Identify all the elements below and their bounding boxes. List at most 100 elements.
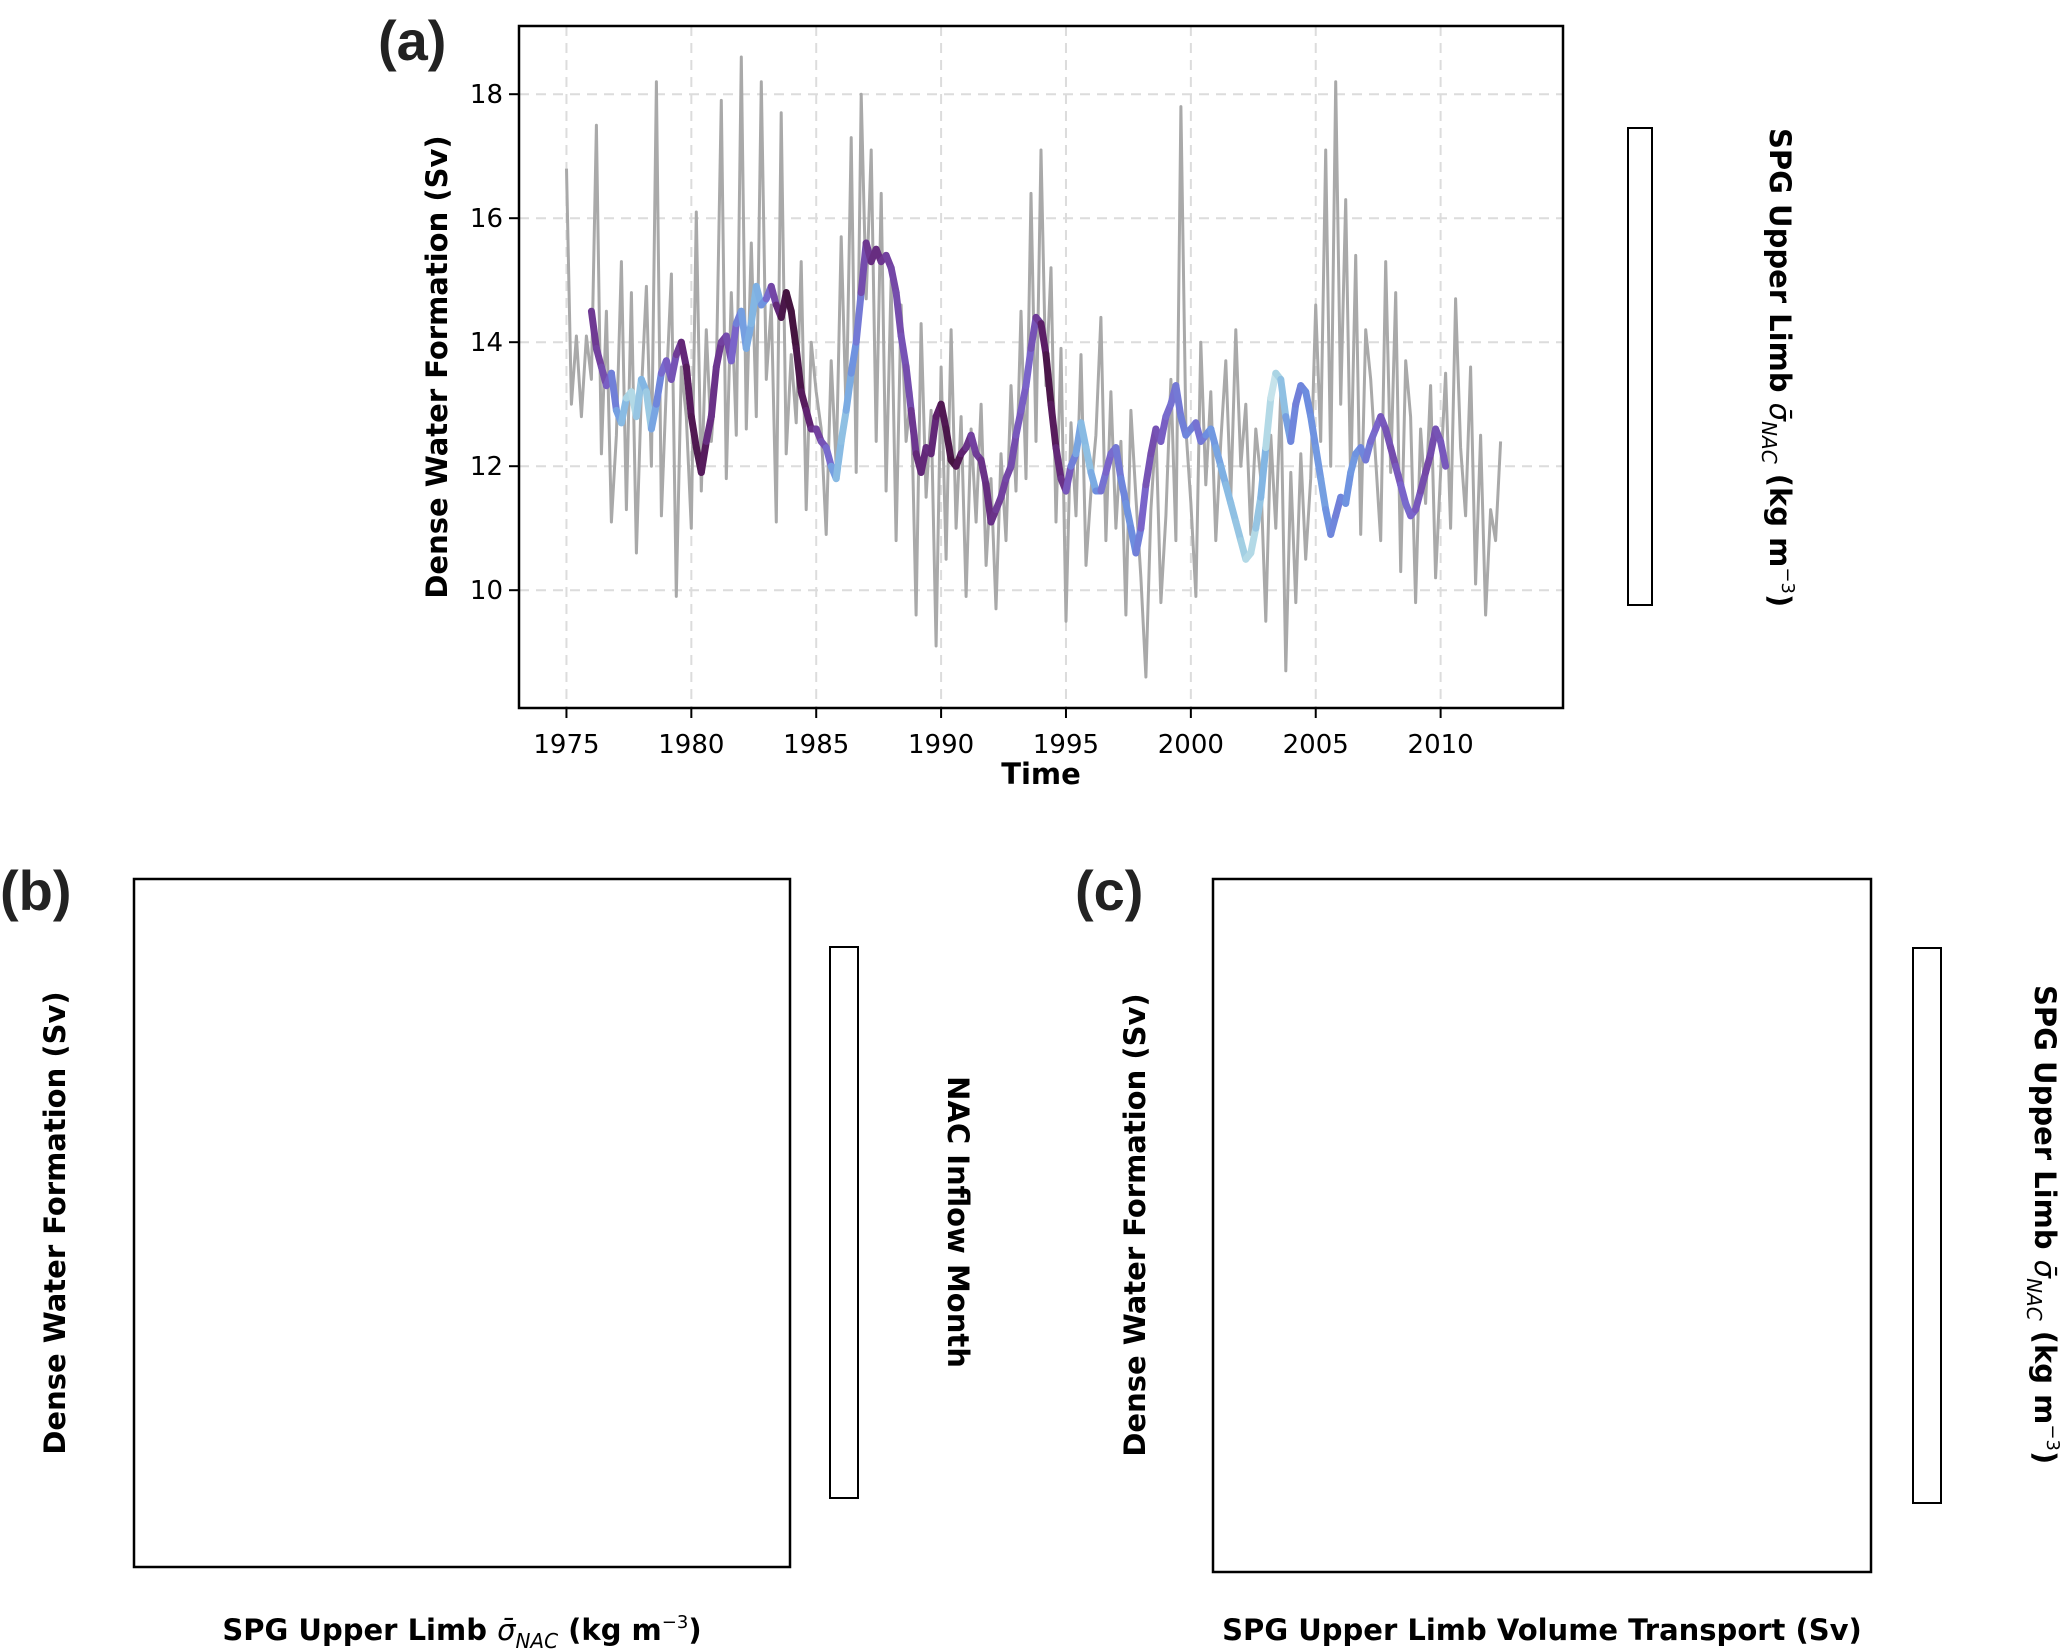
smoothed-series-segment (1312, 444, 1325, 483)
panel-b-label: (b) (0, 859, 72, 922)
smoothed-series-segment (937, 400, 950, 433)
y-tick-label: 10 (470, 576, 503, 606)
smoothed-series-segment (1142, 450, 1155, 489)
panel-a-ylabel: Dense Water Formation (Sv) (420, 135, 454, 598)
smoothed-series-segment (887, 264, 900, 297)
smoothed-series-segment (787, 307, 800, 352)
smoothed-series-segment (1112, 444, 1125, 483)
smoothed-series-segment (837, 406, 850, 445)
smoothed-series-segment (907, 406, 920, 458)
colorbar-label-close: ) (1763, 594, 1797, 607)
smoothed-series-segment (697, 437, 710, 476)
x-tick-label: 2010 (1408, 730, 1474, 760)
colorbar-label-subscript: NAC (2022, 1278, 2046, 1321)
panel-a-ticks: 1975 1980 1985 1990 1995 2000 2005 201010121416… (470, 80, 1474, 760)
smoothed-series-segment (1022, 344, 1035, 390)
panel-c-scatter: (c) SPG Upper Limb Volume Transport (Sv)… (1075, 859, 2063, 1647)
smoothed-series-segment (1307, 413, 1320, 452)
panel-b-colorbar (829, 946, 859, 1499)
smoothed-series-segment (1027, 313, 1040, 352)
smoothed-series-segment (1052, 444, 1065, 483)
smoothed-series-segment (712, 338, 725, 371)
panel-c-axes-frame (1211, 877, 1873, 1574)
colorbar-label-main: SPG Upper Limb (1763, 128, 1797, 403)
smoothed-series-segment (977, 456, 990, 489)
x-tick-label: 2000 (1158, 730, 1224, 760)
smoothed-series-segment (1062, 462, 1075, 495)
colorbar-label-superscript: −3 (1777, 567, 1798, 594)
panel-a-colorbar (1627, 127, 1653, 606)
smoothed-series-segment (1132, 524, 1145, 557)
x-tick-label: 1985 (783, 730, 849, 760)
panel-a-plot-area (565, 55, 1503, 679)
smoothed-series-segment (1077, 419, 1090, 452)
smoothed-series-segment (832, 437, 845, 483)
colorbar-label-close: ) (2028, 1451, 2062, 1464)
x-tick-label: 1980 (658, 730, 724, 760)
smoothed-series-segment (1287, 400, 1300, 445)
smoothed-series-segment (1247, 524, 1260, 557)
xlabel-close: ) (688, 1613, 701, 1647)
smoothed-series-segment (942, 425, 955, 464)
panel-b-axes-frame (132, 877, 792, 1569)
panel-a-colorbar-label: SPG Upper Limb σ̄NAC (kg m−3) (1757, 128, 1798, 607)
smoothed-series-segment (1257, 444, 1270, 501)
smoothed-series-segment (1042, 351, 1055, 408)
panel-b-xlabel: SPG Upper Limb σ̄NAC (kg m−3) (222, 1612, 701, 1652)
colorbar-label-superscript: −3 (2042, 1424, 2063, 1451)
smoothed-series-segment (1302, 388, 1315, 421)
xlabel-symbol: σ̄ (497, 1613, 517, 1647)
smoothed-series-segment (667, 351, 680, 383)
colorbar-label-units: (kg m (1763, 464, 1797, 568)
smoothed-series-segment (587, 307, 600, 352)
smoothed-series-segment (1047, 400, 1060, 452)
smoothed-series-segment (707, 363, 720, 421)
smoothed-series-segment (1007, 431, 1020, 470)
x-tick-label: 1975 (533, 730, 599, 760)
colorbar-label-units: (kg m (2028, 1321, 2062, 1425)
smoothed-series-segment (647, 400, 660, 433)
smoothed-series-segment (727, 320, 740, 365)
smoothed-series-segment (1122, 499, 1135, 532)
smoothed-series-segment (1017, 382, 1030, 414)
xlabel-units: (kg m (558, 1613, 662, 1647)
smoothed-series-segment (742, 320, 755, 352)
smoothed-series-segment (927, 413, 940, 458)
y-tick-label: 18 (470, 80, 503, 110)
smoothed-series-segment (1117, 475, 1130, 507)
panel-b-ylabel: Dense Water Formation (Sv) (38, 991, 72, 1454)
xlabel-superscript: −3 (662, 1612, 689, 1633)
panel-c-colorbar (1912, 947, 1942, 1504)
smoothed-series-segment (677, 338, 690, 371)
y-tick-label: 14 (470, 328, 503, 358)
colorbar-label-symbol: σ̄ (1763, 403, 1797, 423)
panel-b-colorbar-label: NAC Inflow Month (941, 1076, 975, 1368)
xlabel-subscript: NAC (515, 1629, 558, 1652)
smoothed-series-segment (682, 363, 695, 421)
smoothed-series-segment (1262, 394, 1275, 452)
smoothed-series-segment (1082, 444, 1095, 476)
x-tick-label: 1990 (908, 730, 974, 760)
smoothed-series-segment (897, 332, 910, 371)
y-tick-label: 16 (470, 204, 503, 234)
smoothed-series-segment (852, 289, 865, 346)
panel-a-timeseries: (a) 1975 1980 1985 1990 1995 2000 2005 2010 10 12… (378, 9, 1798, 791)
smoothed-series-segment (607, 369, 620, 414)
panel-c-colorbar-label: SPG Upper Limb σ̄NAC (kg m−3) (2022, 985, 2063, 1464)
panel-b-scatter: (b) SPG Upper Limb σ̄NAC (kg m−3) Dense … (0, 859, 975, 1652)
colorbar-label-main: SPG Upper Limb (2028, 985, 2062, 1260)
smoothed-series-segment (617, 394, 630, 427)
smoothed-series-segment (687, 413, 700, 452)
smoothed-series-segment (1137, 481, 1150, 532)
smoothed-series-segment (1342, 468, 1355, 507)
colorbar-label-symbol: σ̄ (2028, 1260, 2062, 1280)
colorbar-label-subscript: NAC (1757, 421, 1781, 464)
smoothed-series-segment (847, 338, 860, 377)
smoothed-series-segment (1317, 475, 1330, 514)
smoothed-series-segment (1157, 413, 1170, 445)
smoothed-series-segment (702, 413, 715, 445)
smoothed-series-segment (842, 369, 855, 414)
panel-a-label: (a) (378, 9, 446, 72)
panel-a-xlabel: Time (1001, 757, 1081, 791)
